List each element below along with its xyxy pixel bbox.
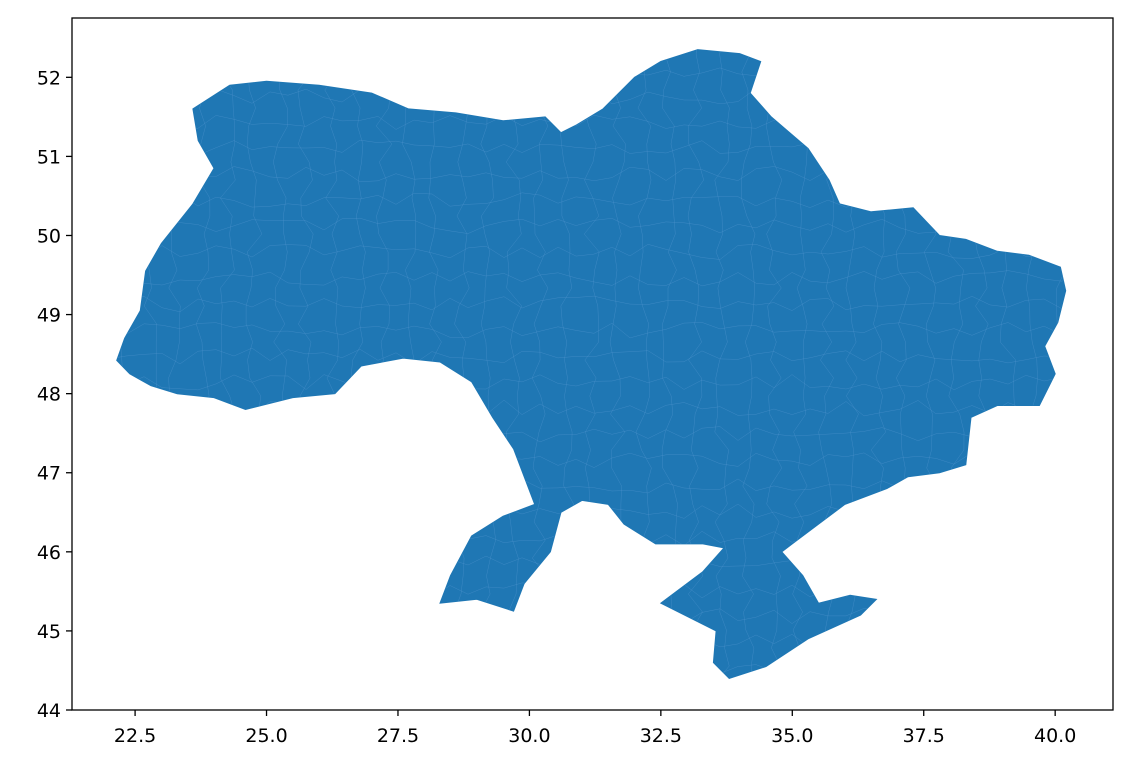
district-boundary-line (505, 49, 523, 679)
district-boundary-line (116, 244, 1066, 260)
district-boundary-line (116, 270, 1066, 287)
district-boundary-line (116, 322, 1066, 339)
x-tick-label: 30.0 (508, 725, 550, 747)
district-boundary-line (454, 49, 471, 679)
district-boundary-line (687, 49, 704, 679)
x-tick-label: 32.5 (640, 725, 682, 747)
y-tick-label: 45 (37, 621, 61, 643)
x-tick-label: 35.0 (771, 725, 813, 747)
x-tick-label: 22.5 (114, 725, 156, 747)
y-tick-label: 51 (37, 146, 61, 168)
y-tick-label: 46 (37, 542, 61, 564)
district-boundary-line (714, 49, 730, 679)
y-tick-label: 47 (37, 463, 61, 485)
district-boundary-line (480, 49, 496, 679)
x-tick-label: 40.0 (1034, 725, 1076, 747)
district-boundary-line (116, 347, 1066, 365)
y-tick-label: 49 (37, 305, 61, 327)
district-boundary-line (741, 49, 756, 679)
country-shape-ukraine-mainland (116, 49, 1067, 679)
district-boundary-line (116, 217, 1066, 234)
y-tick-label: 50 (37, 225, 61, 247)
x-tick-label: 37.5 (903, 725, 945, 747)
x-axis-ticks: 22.5 25.0 27.5 30.0 32.5 35.0 37.5 40.0 (114, 710, 1076, 747)
district-boundary-line (116, 374, 1066, 391)
district-boundary-line (765, 49, 783, 679)
x-tick-label: 25.0 (245, 725, 287, 747)
y-tick-label: 52 (37, 67, 61, 89)
x-tick-label: 27.5 (377, 725, 419, 747)
y-tick-label: 48 (37, 384, 61, 406)
district-boundary-line (116, 295, 1066, 313)
y-axis-ticks: 44 45 46 47 48 49 50 51 52 (37, 67, 72, 722)
y-tick-label: 44 (37, 700, 61, 722)
axes-frame (71, 17, 1114, 711)
